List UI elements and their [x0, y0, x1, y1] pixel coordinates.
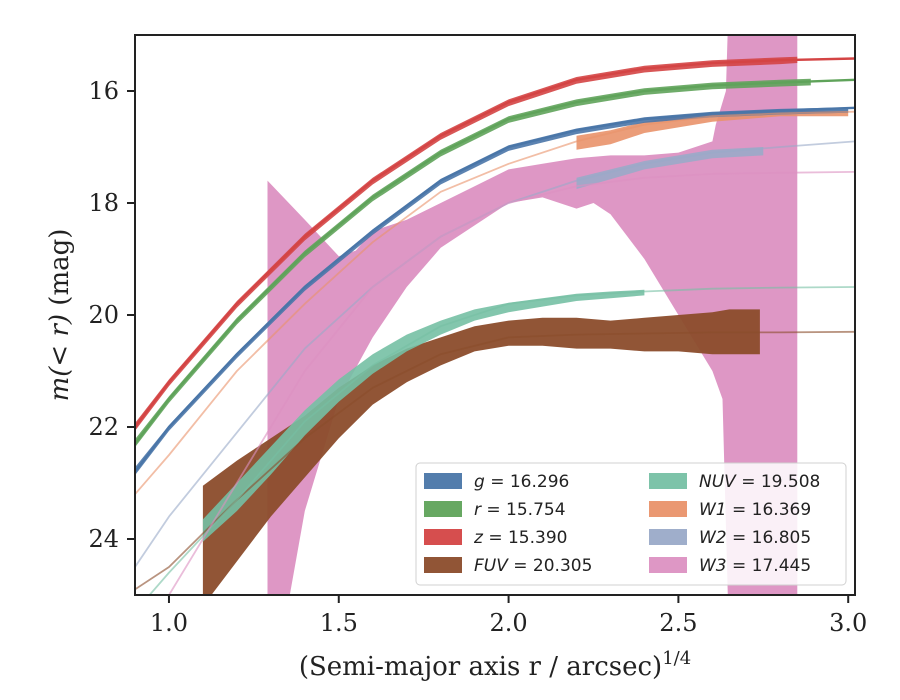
- x-axis-exponent: 1/4: [662, 648, 691, 669]
- y-tick-label: 16: [88, 77, 119, 105]
- legend-box: [415, 462, 847, 586]
- band-nuv: [202, 289, 645, 542]
- legend-label: r = 15.754: [474, 500, 566, 520]
- model-line-w1: [135, 110, 855, 495]
- legend-label: W3 = 17.445: [699, 556, 811, 576]
- legend-label: g = 16.296: [474, 472, 569, 492]
- model-line-g: [135, 106, 855, 473]
- plot-area: [135, 35, 855, 595]
- x-axis-title: (Semi-major axis r / arcsec)1/4: [299, 648, 691, 682]
- legend-swatch: [649, 557, 687, 573]
- y-tick-label: 24: [88, 525, 119, 553]
- y-axis-unit: (mag): [45, 229, 75, 306]
- band-fuv: [202, 309, 760, 595]
- legend-label: z = 15.390: [473, 528, 567, 548]
- legend-swatch: [424, 473, 462, 489]
- legend-swatch: [649, 501, 687, 517]
- x-tick-label: 1.0: [150, 609, 188, 637]
- model-line-r: [135, 78, 855, 445]
- legend-swatch: [424, 529, 462, 545]
- x-tick-label: 1.5: [320, 609, 358, 637]
- legend-swatch: [424, 501, 462, 517]
- y-axis-quantity: m(< r): [45, 306, 75, 402]
- band-w3: [267, 35, 798, 595]
- band-w2: [576, 147, 764, 189]
- band-w1: [576, 110, 849, 150]
- y-tick-label: 18: [88, 189, 119, 217]
- y-axis-title: m(< r) (mag): [45, 229, 75, 402]
- legend-swatch: [649, 473, 687, 489]
- legend: g = 16.296 r = 15.754 z = 15.390 FUV = 20.3…: [415, 462, 847, 586]
- x-tick-label: 3.0: [829, 609, 867, 637]
- legend-label: FUV = 20.305: [474, 556, 592, 576]
- model-line-z: [135, 57, 855, 428]
- x-tick-label: 2.5: [659, 609, 697, 637]
- y-tick-label: 20: [88, 301, 119, 329]
- legend-label: W1 = 16.369: [699, 500, 811, 520]
- y-tick-label: 22: [88, 413, 119, 441]
- model-line-nuv: [148, 286, 855, 595]
- legend-label: W2 = 16.805: [699, 528, 811, 548]
- legend-label: NUV = 19.508: [699, 472, 820, 492]
- x-tick-label: 2.0: [489, 609, 527, 637]
- model-line-w3: [167, 171, 855, 595]
- legend-swatch: [649, 529, 687, 545]
- legend-swatch: [424, 557, 462, 573]
- axes-layer: 1.0 1.5 2.0 2.5 3.0 16 18 20 22 24: [88, 77, 867, 637]
